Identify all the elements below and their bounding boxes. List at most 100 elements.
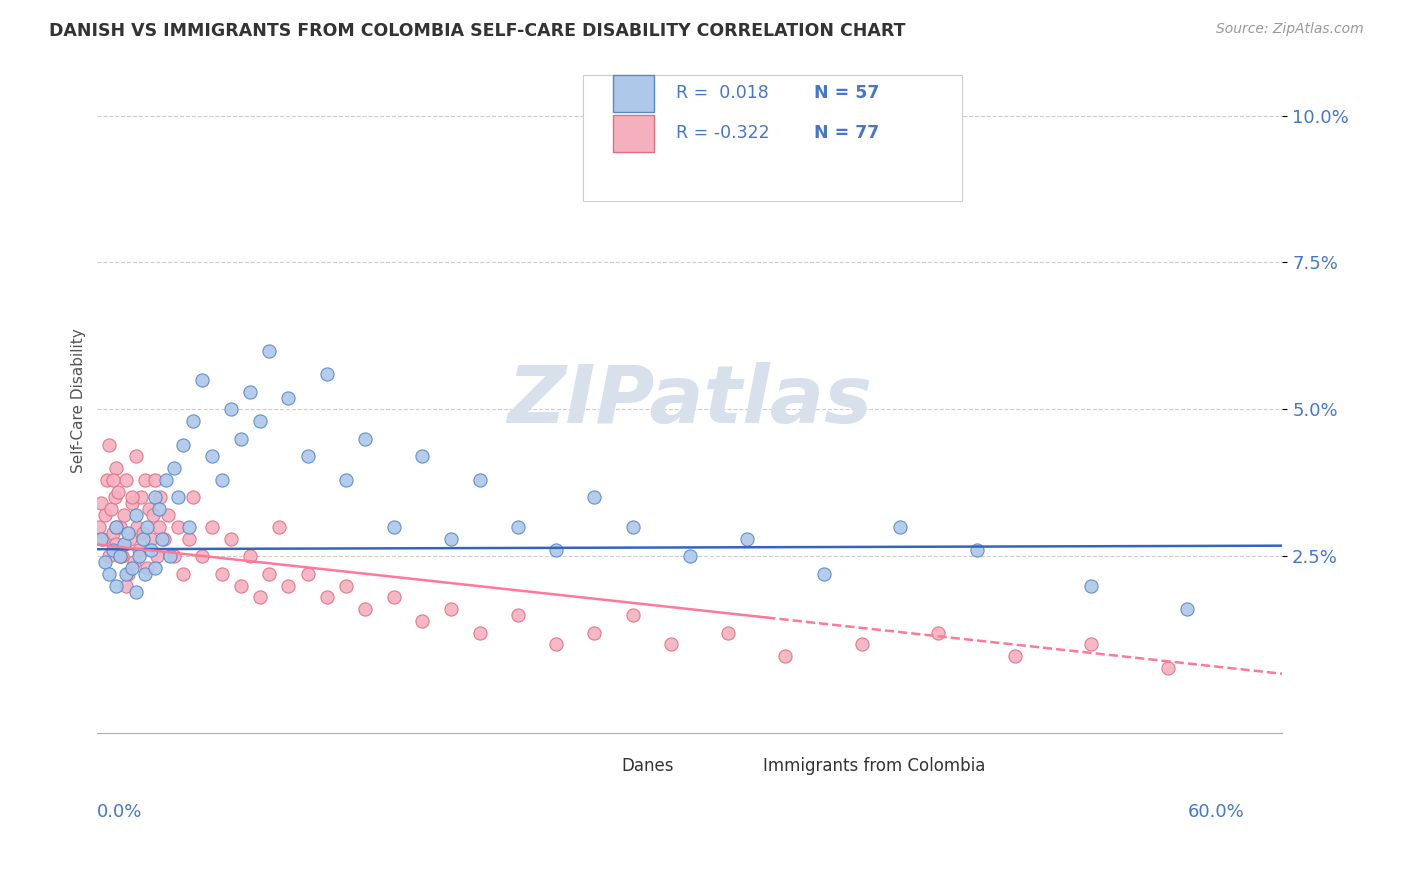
Point [583, 625, 606, 640]
Point [172, 566, 194, 581]
Point [107, 484, 129, 499]
Point [1004, 649, 1026, 664]
Text: 60.0%: 60.0% [1188, 803, 1244, 821]
Point [132, 532, 155, 546]
Point [91, 532, 114, 546]
Text: Immigrants from Colombia: Immigrants from Colombia [763, 756, 986, 775]
Point [239, 384, 262, 399]
Point [143, 561, 166, 575]
Point [1080, 637, 1102, 651]
Point [117, 566, 139, 581]
Bar [714, 759, 749, 772]
Point [115, 579, 138, 593]
Point [136, 520, 159, 534]
Point [468, 625, 491, 640]
Point [239, 549, 262, 564]
Point [148, 520, 170, 534]
Point [411, 614, 433, 628]
Point [142, 508, 165, 522]
Point [112, 508, 135, 522]
Point [101, 525, 124, 540]
Point [259, 343, 281, 358]
Point [621, 520, 644, 534]
Point [717, 625, 740, 640]
Bar [613, 75, 654, 112]
Point [105, 461, 128, 475]
Point [544, 543, 567, 558]
Point [136, 561, 159, 575]
Point [96, 473, 118, 487]
Point [177, 532, 200, 546]
Point [166, 491, 188, 505]
Text: DANISH VS IMMIGRANTS FROM COLOMBIA SELF-CARE DISABILITY CORRELATION CHART: DANISH VS IMMIGRANTS FROM COLOMBIA SELF-… [49, 22, 905, 40]
Point [181, 414, 204, 428]
Point [813, 566, 835, 581]
Point [659, 637, 682, 651]
Point [297, 566, 319, 581]
Point [128, 543, 150, 558]
Point [89, 520, 111, 534]
Text: N = 77: N = 77 [814, 124, 880, 142]
Point [97, 437, 120, 451]
Point [94, 508, 117, 522]
Point [143, 491, 166, 505]
Point [166, 520, 188, 534]
Point [201, 450, 224, 464]
Point [1156, 661, 1178, 675]
Point [335, 579, 357, 593]
Point [229, 579, 252, 593]
Bar [613, 115, 654, 152]
Text: Source: ZipAtlas.com: Source: ZipAtlas.com [1216, 22, 1364, 37]
Point [150, 532, 173, 546]
Point [851, 637, 873, 651]
Point [181, 491, 204, 505]
Point [127, 520, 149, 534]
Point [145, 549, 167, 564]
Point [103, 491, 125, 505]
Point [117, 525, 139, 540]
Point [621, 607, 644, 622]
Point [191, 549, 214, 564]
Point [277, 579, 299, 593]
Point [259, 566, 281, 581]
Point [927, 625, 949, 640]
Point [121, 561, 143, 575]
Point [138, 502, 160, 516]
Point [191, 373, 214, 387]
Point [132, 525, 155, 540]
Text: N = 57: N = 57 [814, 85, 880, 103]
Point [110, 549, 132, 564]
Point [219, 402, 242, 417]
Point [201, 520, 224, 534]
Point [211, 566, 233, 581]
Point [110, 549, 132, 564]
Point [889, 520, 911, 534]
Point [468, 473, 491, 487]
Point [277, 391, 299, 405]
Point [211, 473, 233, 487]
Point [163, 549, 186, 564]
Point [115, 566, 138, 581]
Point [115, 473, 138, 487]
Point [382, 591, 405, 605]
Point [121, 491, 143, 505]
Point [97, 549, 120, 564]
Text: Danes: Danes [621, 756, 673, 775]
Point [966, 543, 988, 558]
Point [111, 549, 134, 564]
Text: 0.0%: 0.0% [97, 803, 143, 821]
Point [90, 496, 112, 510]
Point [229, 432, 252, 446]
Point [124, 584, 146, 599]
Point [94, 555, 117, 569]
Point [122, 555, 145, 569]
Point [297, 450, 319, 464]
Point [583, 491, 606, 505]
Point [139, 532, 162, 546]
Point [149, 491, 172, 505]
Point [105, 537, 128, 551]
Point [775, 649, 797, 664]
Point [105, 520, 128, 534]
Point [382, 520, 405, 534]
Point [118, 532, 141, 546]
